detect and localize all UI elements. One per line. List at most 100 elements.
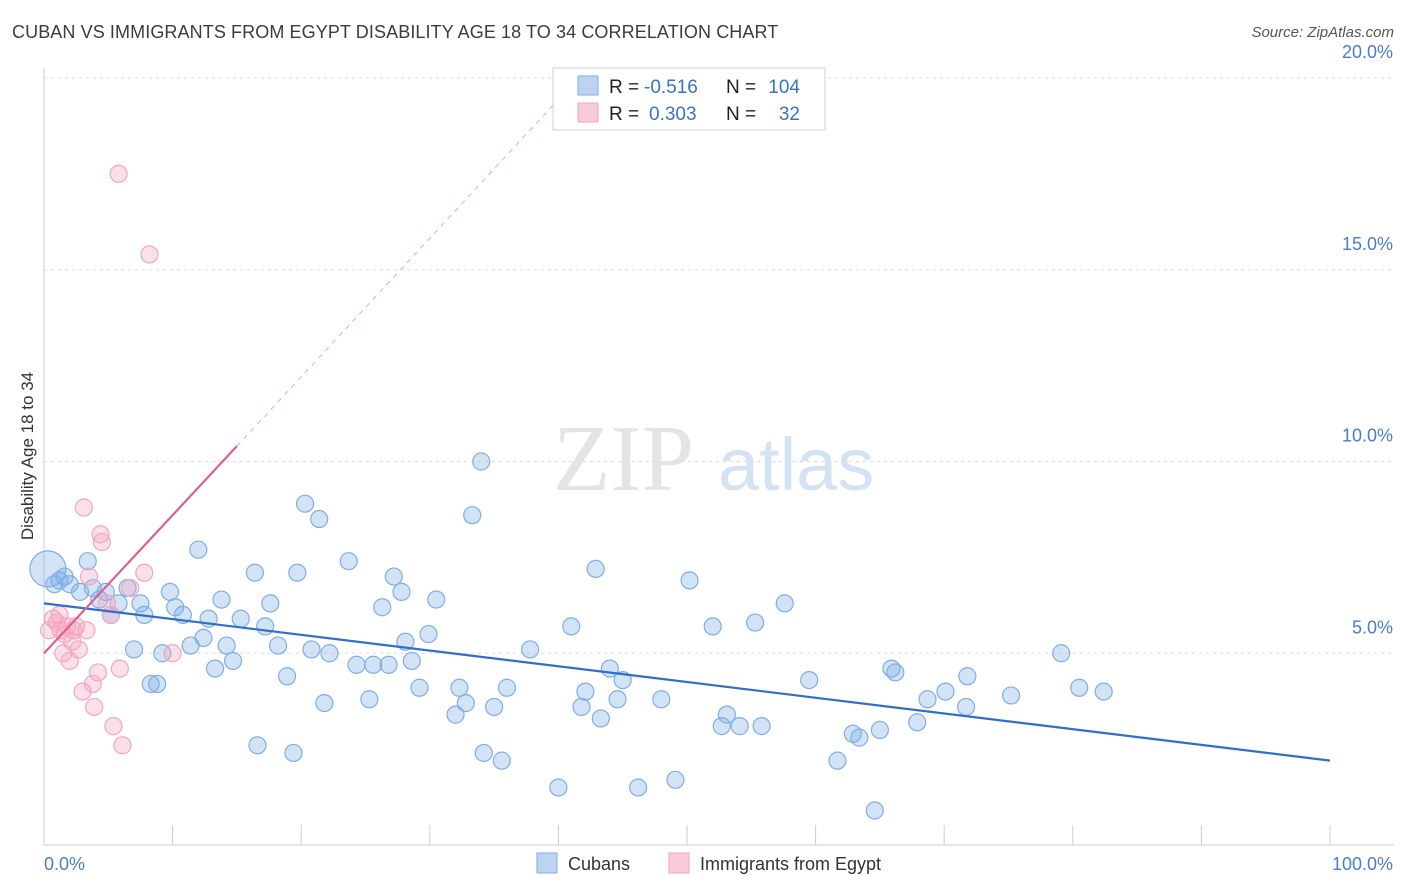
point-cubans xyxy=(315,694,334,713)
source-label: Source: ZipAtlas.com xyxy=(1251,24,1394,41)
point-egypt xyxy=(113,736,132,755)
point-cubans xyxy=(189,540,208,559)
point-cubans xyxy=(666,770,685,789)
y-axis-title: Disability Age 18 to 34 xyxy=(18,372,37,540)
point-cubans xyxy=(870,720,890,740)
bottom-legend-label-egypt: Immigrants from Egypt xyxy=(700,854,881,874)
point-cubans xyxy=(302,640,321,659)
legend: R = -0.516 N = 104 R = 0.303 N = 32 xyxy=(552,67,826,131)
trend-extension-egypt xyxy=(236,85,572,447)
point-cubans xyxy=(141,674,160,694)
point-egypt xyxy=(88,663,108,682)
point-cubans xyxy=(284,743,303,763)
point-cubans xyxy=(419,624,438,644)
point-cubans xyxy=(131,594,150,613)
point-cubans xyxy=(956,697,976,717)
point-cubans xyxy=(463,506,482,525)
point-cubans xyxy=(248,736,267,755)
y-tick-label: 15.0% xyxy=(1342,234,1393,254)
watermark: ZIP atlas xyxy=(553,407,874,511)
point-cubans xyxy=(360,690,379,709)
y-tick-labels: 5.0% 10.0% 15.0% 20.0% xyxy=(1342,42,1393,637)
point-cubans xyxy=(918,690,937,709)
point-egypt xyxy=(104,717,123,736)
point-cubans xyxy=(277,667,297,686)
y-tick-label: 20.0% xyxy=(1342,42,1393,62)
point-cubans xyxy=(703,617,722,636)
point-cubans xyxy=(205,659,225,678)
point-cubans xyxy=(652,690,671,709)
point-cubans xyxy=(166,598,185,617)
point-cubans xyxy=(613,670,632,690)
legend-swatch-cubans xyxy=(577,75,599,96)
point-cubans xyxy=(310,509,329,529)
bottom-legend-label-cubans: Cubans xyxy=(568,854,630,874)
point-cubans xyxy=(124,640,144,659)
point-cubans xyxy=(936,682,955,701)
point-egypt xyxy=(50,605,69,625)
point-cubans xyxy=(379,655,398,674)
point-cubans xyxy=(148,674,167,694)
point-cubans xyxy=(446,705,465,724)
point-egypt xyxy=(77,621,96,640)
point-cubans xyxy=(153,644,172,663)
point-cubans xyxy=(521,640,540,659)
point-cubans xyxy=(865,801,884,820)
axes xyxy=(43,68,1394,846)
watermark-atlas: atlas xyxy=(718,423,874,506)
point-cubans xyxy=(402,651,421,671)
point-cubans xyxy=(572,697,591,717)
grid xyxy=(44,77,1394,654)
point-egypt xyxy=(63,632,82,651)
point-egypt xyxy=(101,605,120,625)
point-egypt xyxy=(135,563,154,582)
point-cubans xyxy=(410,678,429,697)
point-cubans xyxy=(629,778,648,797)
point-cubans xyxy=(295,494,315,513)
point-cubans xyxy=(775,594,794,613)
point-cubans xyxy=(256,617,275,636)
point-cubans xyxy=(231,609,250,628)
point-cubans xyxy=(1052,644,1071,663)
point-egypt xyxy=(109,164,128,183)
point-cubans xyxy=(320,644,339,663)
point-cubans xyxy=(392,582,411,601)
point-cubans xyxy=(29,550,67,588)
point-egypt xyxy=(110,659,129,678)
point-cubans xyxy=(586,559,605,578)
point-cubans xyxy=(194,628,213,648)
point-cubans xyxy=(730,717,749,736)
trend-line-cubans xyxy=(43,602,1331,762)
y-tick-label: 10.0% xyxy=(1342,426,1393,446)
point-cubans xyxy=(1001,686,1021,705)
point-cubans xyxy=(450,678,469,697)
x-tick-label-max: 100.0% xyxy=(1332,854,1393,874)
point-cubans xyxy=(497,678,517,697)
y-tick-label: 5.0% xyxy=(1352,617,1393,637)
legend-r-label-2: R = xyxy=(609,104,639,125)
legend-r-label-1: R = xyxy=(609,77,639,98)
point-cubans xyxy=(680,571,699,590)
point-cubans xyxy=(1094,682,1113,701)
point-egypt xyxy=(83,674,102,694)
point-cubans xyxy=(472,452,491,471)
point-cubans xyxy=(485,697,504,717)
point-egypt xyxy=(163,644,182,663)
legend-n-label-2: N = xyxy=(726,104,756,125)
bottom-legend: Cubans Immigrants from Egypt xyxy=(536,852,881,874)
point-cubans xyxy=(746,613,765,632)
legend-r-value-1: -0.516 xyxy=(644,77,698,98)
x-tick-label-min: 0.0% xyxy=(44,854,85,874)
watermark-zip: ZIP xyxy=(553,407,694,511)
point-cubans xyxy=(268,636,288,655)
point-cubans xyxy=(800,670,819,690)
point-cubans xyxy=(591,709,610,728)
point-egypt xyxy=(79,567,99,586)
point-cubans xyxy=(245,563,265,582)
point-egypt xyxy=(92,532,111,552)
legend-r-value-2: 0.303 xyxy=(649,104,697,125)
point-egypt xyxy=(140,245,159,264)
point-cubans xyxy=(261,594,280,613)
chart-title: CUBAN VS IMMIGRANTS FROM EGYPT DISABILIT… xyxy=(12,22,779,42)
